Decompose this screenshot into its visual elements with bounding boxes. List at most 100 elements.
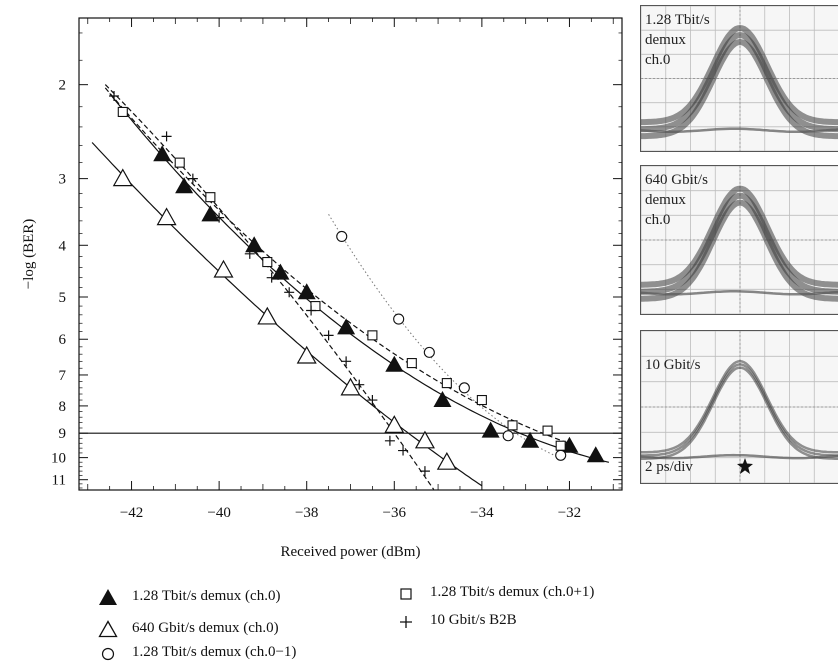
y-tick-label: 2 bbox=[59, 78, 67, 94]
y-tick-label: 7 bbox=[59, 368, 67, 384]
marker-series-5 bbox=[109, 90, 120, 101]
fit-curve-3 bbox=[328, 214, 561, 459]
eye-baseline-trace bbox=[641, 453, 838, 460]
x-tick-label: −38 bbox=[295, 505, 318, 521]
marker-series-2 bbox=[112, 168, 133, 187]
marker-series-4 bbox=[542, 425, 553, 436]
marker-series-2 bbox=[414, 430, 435, 449]
marker-series-5 bbox=[341, 356, 352, 367]
fit-curve-2 bbox=[91, 142, 483, 487]
eye-diagram-1-label: 1.28 Tbit/s demux ch.0 bbox=[645, 12, 710, 68]
eye-scale-label: 2 ps/div bbox=[645, 459, 693, 475]
marker-series-5 bbox=[306, 305, 317, 316]
legend-label-4: 1.28 Tbit/s demux (ch.0+1) bbox=[430, 584, 595, 600]
marker-series-2 bbox=[213, 259, 234, 278]
eye-diagram-3: 10 Gbit/s 2 ps/div bbox=[640, 330, 838, 484]
y-tick-label: 8 bbox=[59, 399, 67, 415]
y-tick-label: 11 bbox=[52, 473, 66, 489]
y-tick-label: 4 bbox=[59, 238, 67, 254]
plot-frame bbox=[78, 17, 623, 491]
data-marks bbox=[109, 90, 605, 477]
x-tick-label: −32 bbox=[558, 505, 581, 521]
eye-diagram-1-trace bbox=[641, 6, 838, 151]
open-triangle-icon bbox=[98, 620, 118, 638]
marker-series-2 bbox=[436, 451, 457, 470]
marker-series-3 bbox=[336, 230, 348, 242]
legend-label-2: 640 Gbit/s demux (ch.0) bbox=[132, 620, 279, 636]
marker-series-3 bbox=[555, 449, 567, 461]
marker-series-4 bbox=[262, 256, 273, 268]
marker-series-2 bbox=[156, 207, 177, 226]
y-tick-label: 10 bbox=[51, 451, 66, 467]
marker-series-3 bbox=[458, 382, 470, 394]
eye-baseline-trace bbox=[641, 127, 838, 133]
marker-series-3 bbox=[423, 346, 435, 358]
marker-series-5 bbox=[284, 287, 295, 298]
marker-series-1 bbox=[153, 145, 172, 162]
y-tick-label: 9 bbox=[59, 426, 67, 442]
marker-series-5 bbox=[354, 379, 365, 390]
eye-diagram-2-label: 640 Gbit/s demux ch.0 bbox=[645, 172, 708, 228]
marker-series-5 bbox=[161, 131, 172, 142]
marker-series-3 bbox=[393, 313, 405, 325]
marker-series-1 bbox=[481, 421, 500, 438]
marker-series-4 bbox=[367, 330, 378, 341]
marker-series-4 bbox=[174, 157, 185, 168]
fit-curve-5 bbox=[104, 84, 435, 490]
y-tick-label: 3 bbox=[59, 172, 67, 188]
marker-series-4 bbox=[310, 301, 321, 312]
marker-series-2 bbox=[384, 415, 405, 433]
marker-series-5 bbox=[244, 248, 255, 259]
eye-trace bbox=[641, 185, 838, 288]
x-tick-label: −36 bbox=[383, 505, 407, 521]
x-tick-label: −40 bbox=[207, 505, 230, 521]
eye-diagram-3-trace bbox=[641, 331, 838, 483]
legend-label-1: 1.28 Tbit/s demux (ch.0) bbox=[132, 588, 281, 604]
marker-series-5 bbox=[398, 445, 409, 456]
eye-trace bbox=[641, 363, 838, 457]
x-tick-label: −42 bbox=[120, 505, 143, 521]
eye-trace bbox=[641, 24, 838, 126]
marker-series-5 bbox=[384, 435, 395, 446]
marker-series-4 bbox=[205, 192, 216, 203]
eye-diagram-1: 1.28 Tbit/s demux ch.0 bbox=[640, 5, 838, 152]
axes-layer bbox=[78, 17, 623, 491]
marker-series-5 bbox=[419, 466, 430, 477]
y-axis-label: −log (BER) bbox=[21, 219, 37, 290]
eye-trace bbox=[641, 366, 838, 460]
marker-series-1 bbox=[337, 318, 356, 335]
fit-curves bbox=[91, 84, 610, 490]
marker-series-1 bbox=[385, 355, 404, 372]
legend-label-3: 1.28 Tbit/s demux (ch.0−1) bbox=[132, 644, 297, 660]
marker-series-1 bbox=[433, 391, 452, 408]
eye-baseline-trace bbox=[641, 290, 838, 296]
x-tick-label: −34 bbox=[470, 505, 494, 521]
marker-series-3 bbox=[502, 430, 514, 442]
plus-icon bbox=[400, 616, 412, 628]
marker-series-1 bbox=[297, 283, 316, 300]
marker-series-4 bbox=[441, 378, 452, 389]
marker-series-1 bbox=[586, 446, 605, 463]
marker-series-2 bbox=[296, 345, 317, 364]
marker-series-4 bbox=[507, 420, 518, 431]
marker-series-4 bbox=[117, 106, 128, 118]
fit-curve-1 bbox=[109, 93, 610, 463]
legend-label-5: 10 Gbit/s B2B bbox=[430, 612, 517, 628]
marker-series-2 bbox=[257, 306, 278, 325]
marker-series-5 bbox=[266, 272, 277, 283]
eye-trace bbox=[641, 359, 838, 454]
marker-series-5 bbox=[367, 395, 378, 406]
filled-triangle-icon bbox=[99, 589, 117, 605]
eye-diagram-2: 640 Gbit/s demux ch.0 bbox=[640, 165, 838, 315]
eye-trace bbox=[641, 31, 838, 133]
eye-diagram-3-label: 10 Gbit/s bbox=[645, 357, 701, 373]
fit-curve-4 bbox=[104, 87, 570, 445]
axis-text: −42 −40 −38 −36 −34 −32 2 3 4 5 6 7 8 9 10 11 Received p… bbox=[21, 78, 581, 560]
eye-diagram-2-trace bbox=[641, 166, 838, 314]
star-icon bbox=[737, 458, 753, 474]
open-circle-icon bbox=[101, 647, 115, 661]
marker-series-1 bbox=[271, 263, 290, 280]
marker-series-4 bbox=[555, 440, 566, 451]
marker-series-4 bbox=[476, 394, 487, 406]
